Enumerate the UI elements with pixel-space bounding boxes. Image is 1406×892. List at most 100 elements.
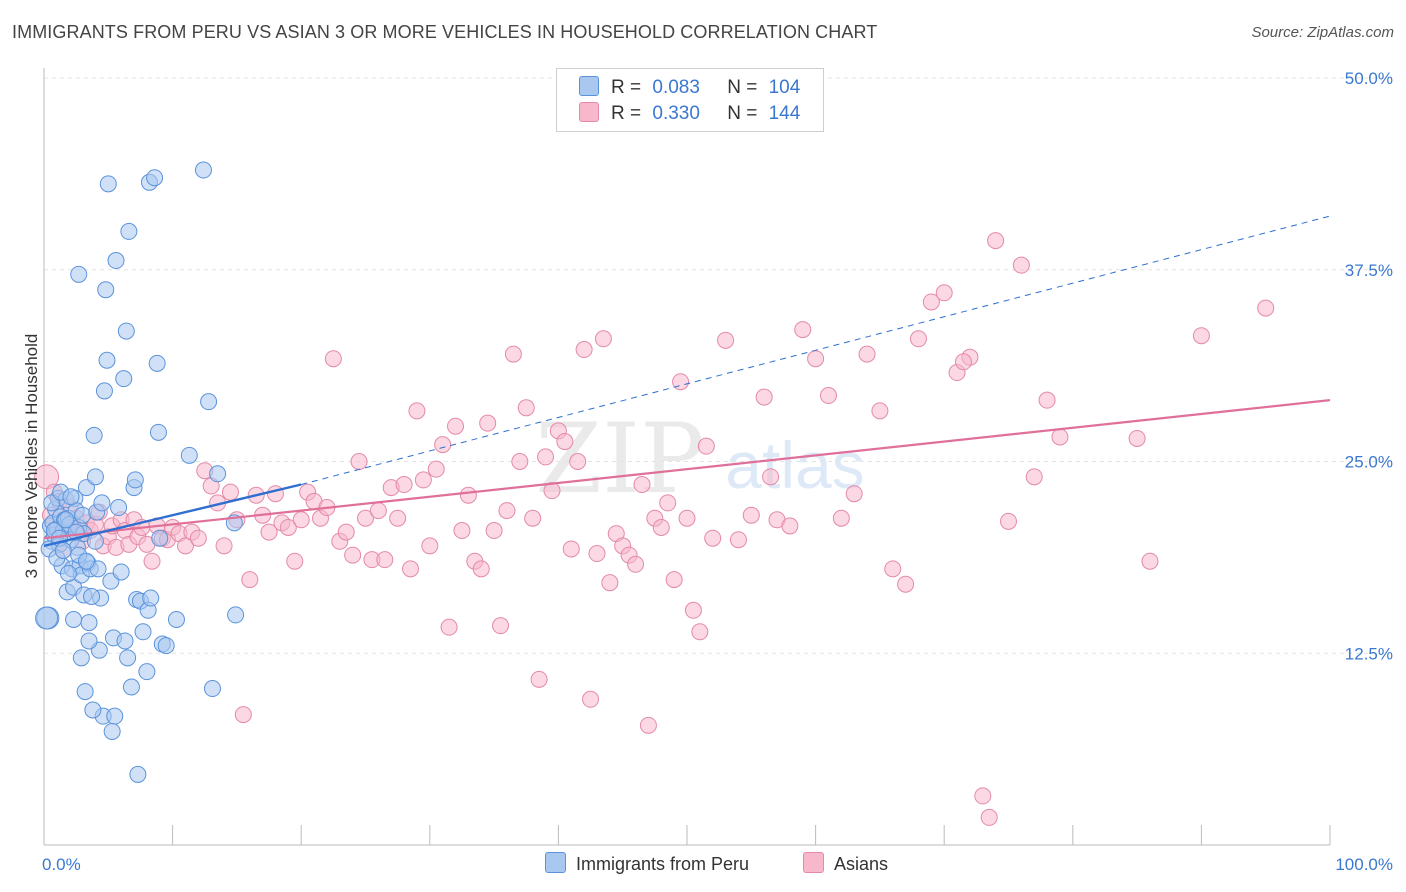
peru-point	[117, 322, 135, 340]
watermark-zip: ZIP	[535, 403, 704, 515]
asians-point	[652, 518, 670, 536]
asians-point	[215, 537, 233, 555]
peru-point	[122, 678, 140, 696]
asians-point	[729, 531, 747, 549]
asians-point	[447, 417, 465, 435]
legend-swatch-blue	[579, 76, 599, 96]
asians-point	[357, 509, 374, 527]
asians-point	[594, 330, 612, 348]
legend-r-label: R =	[611, 103, 642, 124]
peru-point	[157, 637, 175, 655]
asians-point	[389, 509, 407, 527]
y-tick-label: 37.5%	[1345, 261, 1393, 280]
asians-point	[601, 574, 619, 592]
asians-point	[884, 560, 902, 578]
peru-point	[65, 611, 83, 629]
peru-point	[80, 632, 98, 650]
bottom-legend-peru[interactable]: Immigrants from Peru	[545, 852, 749, 875]
asians-point	[402, 560, 420, 578]
peru-point	[97, 281, 115, 299]
peru-point	[80, 614, 98, 632]
peru-point	[107, 252, 125, 270]
asians-point	[434, 436, 452, 454]
peru-point	[167, 611, 185, 629]
bottom-legend-label-asians: Asians	[834, 854, 889, 874]
legend-n-value-asians: 144	[768, 103, 801, 124]
asians-point	[819, 387, 837, 405]
asians-point	[498, 502, 516, 520]
peru-point	[72, 649, 90, 667]
asians-point	[922, 293, 940, 311]
asians-point	[479, 414, 497, 432]
y-tick-label: 25.0%	[1345, 453, 1393, 472]
asians-point	[176, 537, 194, 555]
bottom-legend-label-peru: Immigrants from Peru	[576, 854, 750, 874]
legend-row-peru: R = 0.083 N = 104	[579, 76, 800, 100]
asians-point	[633, 476, 651, 494]
x-tick-label-min: 0.0%	[42, 855, 81, 874]
asians-point	[511, 453, 529, 470]
peru-point	[203, 680, 221, 698]
bottom-legend-asians[interactable]: Asians	[803, 852, 888, 875]
asians-point	[954, 353, 972, 371]
peru-point	[126, 471, 144, 489]
peru-point	[86, 468, 104, 486]
peru-point	[180, 446, 198, 464]
asians-point	[569, 453, 587, 470]
legend-r-value-peru: 0.083	[652, 77, 700, 98]
peru-point	[120, 222, 138, 240]
asians-point	[517, 399, 535, 417]
asians-point	[221, 483, 239, 501]
peru-point	[98, 351, 116, 369]
asians-point	[414, 471, 432, 489]
legend-r-label: R =	[611, 77, 642, 98]
asians-point	[1192, 327, 1210, 345]
asians-point	[143, 552, 161, 570]
asians-point	[472, 560, 490, 578]
asians-point	[582, 690, 600, 708]
peru-point	[57, 511, 75, 529]
peru-point	[77, 552, 95, 570]
x-tick-label-max: 100.0%	[1335, 855, 1393, 874]
asians-point	[286, 552, 304, 570]
peru-point	[93, 494, 111, 512]
peru-point	[110, 499, 128, 517]
asians-point	[672, 373, 690, 391]
legend-n-value-peru: 104	[768, 77, 801, 98]
asians-point	[807, 350, 825, 368]
peru-point	[227, 606, 245, 624]
peru-point	[54, 541, 72, 559]
asians-point	[1000, 512, 1017, 530]
asians-point	[292, 511, 310, 529]
peru-point	[146, 169, 164, 187]
asians-point	[794, 321, 812, 339]
asians-point	[717, 331, 735, 349]
watermark: ZIP atlas	[535, 403, 864, 515]
peru-point	[138, 663, 156, 681]
legend-swatch-pink	[579, 102, 599, 122]
asians-point	[1051, 428, 1069, 446]
peru-point	[194, 161, 212, 179]
asians-point	[762, 468, 780, 486]
asians-point	[684, 601, 702, 619]
peru-point	[134, 623, 152, 641]
asians-point	[189, 529, 207, 547]
asians-point	[279, 518, 297, 536]
asians-point	[987, 232, 1005, 250]
source-label: Source: ZipAtlas.com	[1251, 24, 1394, 41]
asians-point	[492, 617, 510, 635]
peru-trend-extension	[301, 215, 1331, 485]
asians-point	[485, 522, 503, 540]
asians-point	[1141, 552, 1159, 570]
asians-point	[421, 537, 439, 555]
asians-point	[781, 517, 799, 535]
peru-point	[99, 175, 117, 193]
asians-point	[909, 330, 927, 348]
asians-point	[440, 618, 458, 636]
y-axis-label: 3 or more Vehicles in Household	[22, 333, 41, 579]
watermark-atlas: atlas	[725, 428, 864, 502]
peru-point	[200, 393, 218, 411]
asians-point	[980, 808, 998, 826]
peru-point	[85, 426, 103, 444]
peru-point	[148, 354, 166, 372]
